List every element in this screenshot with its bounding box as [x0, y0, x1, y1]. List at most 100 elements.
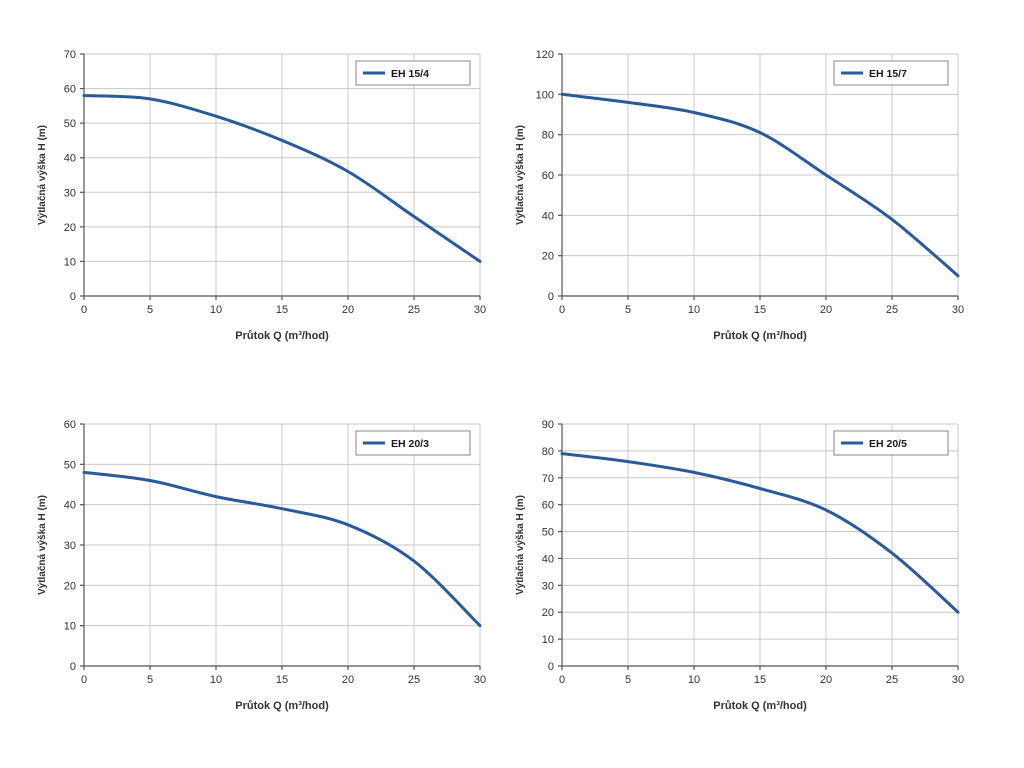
- x-axis-title: Průtok Q (m³/hod): [713, 700, 807, 712]
- tick-labels: 0 5 10 15 20 25 30 0 10 20 30 40 50 60: [64, 419, 486, 686]
- gridlines: [562, 53, 959, 296]
- svg-text:25: 25: [886, 304, 898, 316]
- svg-text:60: 60: [64, 84, 76, 96]
- svg-text:90: 90: [542, 419, 554, 431]
- svg-text:25: 25: [886, 674, 898, 686]
- svg-text:15: 15: [276, 674, 288, 686]
- svg-text:0: 0: [81, 304, 87, 316]
- legend-eh-15-7: EH 15/7: [833, 60, 949, 86]
- svg-text:15: 15: [754, 304, 766, 316]
- svg-text:10: 10: [210, 674, 222, 686]
- pump-curve-line-eh-20-3: [82, 470, 482, 628]
- svg-text:50: 50: [64, 118, 76, 130]
- svg-text:50: 50: [542, 527, 554, 539]
- svg-text:0: 0: [548, 291, 554, 303]
- legend-eh-20-5: EH 20/5: [833, 430, 949, 456]
- tick-labels: 0 5 10 15 20 25 30 0 10 20 30 40 50 60 70 80 90: [542, 419, 964, 686]
- pump-curve-line-eh-20-5: [560, 452, 960, 614]
- legend-label: EH 15/4: [391, 68, 429, 80]
- axes: [80, 423, 481, 670]
- svg-text:30: 30: [542, 580, 554, 592]
- svg-text:40: 40: [542, 553, 554, 565]
- axes: [558, 53, 959, 300]
- legend-label: EH 20/5: [869, 438, 907, 450]
- axes: [558, 423, 959, 670]
- svg-text:0: 0: [548, 661, 554, 673]
- axes: [80, 53, 481, 300]
- svg-text:15: 15: [754, 674, 766, 686]
- svg-text:10: 10: [64, 621, 76, 633]
- chart-eh-20-5: 0 5 10 15 20 25 30 0 10 20 30 40 50 60 70 80 90 Průtok Q …: [510, 406, 970, 741]
- svg-text:20: 20: [820, 674, 832, 686]
- svg-text:40: 40: [64, 500, 76, 512]
- svg-text:60: 60: [542, 500, 554, 512]
- chart-eh-20-3: 0 5 10 15 20 25 30 0 10 20 30 40 50 60 Průtok Q (m³/ho…: [32, 406, 492, 741]
- chart-eh-15-4: 0 5 10 15 20 25 30 0 10 20 30 40 50 60 70 Průtok Q (m³/…: [32, 36, 492, 371]
- svg-text:40: 40: [64, 153, 76, 165]
- svg-text:20: 20: [542, 607, 554, 619]
- svg-text:0: 0: [81, 674, 87, 686]
- x-axis-title: Průtok Q (m³/hod): [235, 700, 329, 712]
- tick-labels: 0 5 10 15 20 25 30 0 10 20 30 40 50 60 70: [64, 49, 486, 316]
- svg-text:30: 30: [64, 187, 76, 199]
- svg-text:120: 120: [536, 49, 554, 61]
- chart-svg-eh-15-7: 0 5 10 15 20 25 30 0 20 40 60 80 100 120 Průtok Q (m³/…: [515, 49, 964, 342]
- svg-text:20: 20: [342, 674, 354, 686]
- svg-text:25: 25: [408, 304, 420, 316]
- gridlines: [84, 53, 481, 296]
- svg-text:10: 10: [688, 674, 700, 686]
- svg-text:30: 30: [952, 674, 964, 686]
- svg-text:30: 30: [474, 674, 486, 686]
- svg-text:30: 30: [474, 304, 486, 316]
- svg-text:15: 15: [276, 304, 288, 316]
- svg-text:60: 60: [542, 170, 554, 182]
- legend-label: EH 15/7: [869, 68, 907, 80]
- svg-text:20: 20: [64, 222, 76, 234]
- legend-eh-20-3: EH 20/3: [355, 430, 471, 456]
- svg-text:0: 0: [70, 661, 76, 673]
- y-axis-title: Výtlačná výška H (m): [515, 495, 526, 595]
- gridlines: [84, 423, 481, 666]
- chart-svg-eh-20-3: 0 5 10 15 20 25 30 0 10 20 30 40 50 60 Průtok Q (m³/ho…: [37, 419, 486, 712]
- svg-text:20: 20: [64, 580, 76, 592]
- svg-text:20: 20: [820, 304, 832, 316]
- y-axis-title: Výtlačná výška H (m): [37, 125, 48, 225]
- chart-svg-eh-20-5: 0 5 10 15 20 25 30 0 10 20 30 40 50 60 70 80 90 Průtok Q …: [515, 419, 964, 712]
- svg-text:40: 40: [542, 210, 554, 222]
- svg-text:20: 20: [542, 251, 554, 263]
- svg-text:0: 0: [70, 291, 76, 303]
- svg-text:80: 80: [542, 130, 554, 142]
- tick-labels: 0 5 10 15 20 25 30 0 20 40 60 80 100 120: [536, 49, 964, 316]
- svg-text:25: 25: [408, 674, 420, 686]
- legend-eh-15-4: EH 15/4: [355, 60, 471, 86]
- svg-text:5: 5: [625, 304, 631, 316]
- svg-text:10: 10: [542, 634, 554, 646]
- svg-text:80: 80: [542, 446, 554, 458]
- svg-text:10: 10: [688, 304, 700, 316]
- svg-text:0: 0: [559, 674, 565, 686]
- y-axis-title: Výtlačná výška H (m): [37, 495, 48, 595]
- svg-text:30: 30: [64, 540, 76, 552]
- svg-text:5: 5: [625, 674, 631, 686]
- svg-text:10: 10: [64, 256, 76, 268]
- svg-text:70: 70: [64, 49, 76, 61]
- chart-eh-15-7: 0 5 10 15 20 25 30 0 20 40 60 80 100 120 Průtok Q (m³/…: [510, 36, 970, 371]
- svg-text:0: 0: [559, 304, 565, 316]
- pump-curve-line-eh-15-4: [82, 94, 482, 263]
- svg-text:100: 100: [536, 89, 554, 101]
- x-axis-title: Průtok Q (m³/hod): [235, 330, 329, 342]
- svg-text:10: 10: [210, 304, 222, 316]
- svg-text:5: 5: [147, 674, 153, 686]
- x-axis-title: Průtok Q (m³/hod): [713, 330, 807, 342]
- pump-curve-line-eh-15-7: [560, 92, 960, 278]
- chart-svg-eh-15-4: 0 5 10 15 20 25 30 0 10 20 30 40 50 60 70 Průtok Q (m³/…: [37, 49, 486, 342]
- svg-text:70: 70: [542, 473, 554, 485]
- svg-text:20: 20: [342, 304, 354, 316]
- legend-label: EH 20/3: [391, 438, 429, 450]
- svg-text:30: 30: [952, 304, 964, 316]
- svg-text:50: 50: [64, 459, 76, 471]
- svg-text:5: 5: [147, 304, 153, 316]
- y-axis-title: Výtlačná výška H (m): [515, 125, 526, 225]
- svg-text:60: 60: [64, 419, 76, 431]
